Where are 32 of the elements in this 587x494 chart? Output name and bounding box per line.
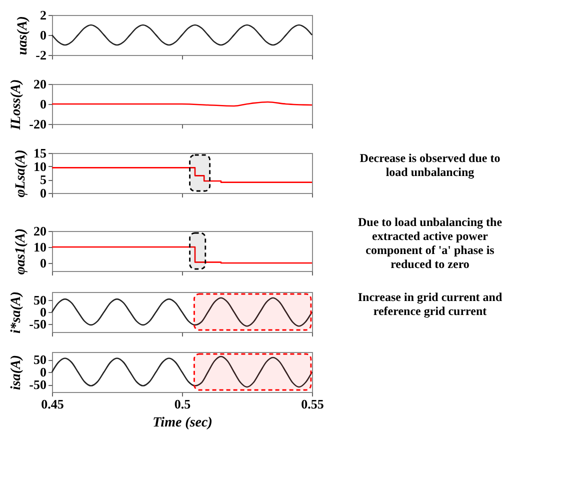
y-tick-label: 0 <box>40 186 46 200</box>
y-axis-title: isa(A) <box>9 355 24 390</box>
line-series <box>51 24 313 46</box>
y-tick-label: 10 <box>34 158 46 174</box>
y-tick-label: 15 <box>34 146 47 160</box>
y-tick-label: 20 <box>34 224 46 238</box>
y-tick-label: -50 <box>29 377 46 392</box>
y-axis-title: ILoss(A) <box>9 79 24 131</box>
y-tick-label: 0 <box>40 364 46 380</box>
text: Due to load unbalancing the extracted active power component of 'a' phase is reduced to zero <box>358 215 503 271</box>
y-axis-title: φLsa(A) <box>14 150 28 198</box>
y-tick-label: 0 <box>40 28 46 42</box>
y-tick-label: 10 <box>34 240 46 254</box>
line-series <box>51 356 313 388</box>
line-series <box>51 297 313 327</box>
y-tick-label: -20 <box>29 116 46 132</box>
x-tick-label: 0.5 <box>174 396 192 412</box>
y-tick-label: 0 <box>40 256 46 270</box>
y-tick-label: 0 <box>40 96 46 112</box>
y-axis-title: i*sa(A) <box>9 292 24 334</box>
x-axis-title: Time (sec) <box>152 416 212 430</box>
x-tick-label: 0.45 <box>41 396 64 412</box>
y-axis-title: uas(A) <box>16 16 31 55</box>
text: Increase in grid current and reference grid current <box>358 290 502 318</box>
x-tick-label: 0.55 <box>301 396 324 412</box>
text: Decrease is observed due to load unbalancing <box>360 151 500 179</box>
y-tick-label: 5 <box>40 172 47 188</box>
y-tick-label: 20 <box>34 76 46 92</box>
y-tick-label: 2 <box>40 8 46 22</box>
y-axis-title: φas1(A) <box>14 228 28 275</box>
y-tick-label: -2 <box>36 48 46 62</box>
y-tick-label: 50 <box>34 352 46 367</box>
